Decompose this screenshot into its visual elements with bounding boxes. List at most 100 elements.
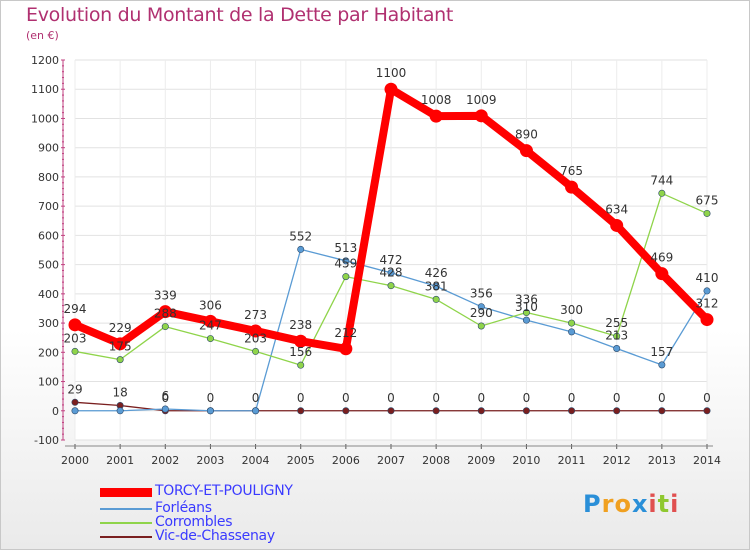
data-point <box>522 309 530 317</box>
data-point <box>71 398 79 406</box>
data-point <box>249 324 263 338</box>
y-tick-label: 300 <box>38 317 59 330</box>
data-point <box>703 209 711 217</box>
legend-label-torcy: TORCY-ET-POULIGNY <box>155 483 293 499</box>
data-point <box>387 282 395 290</box>
logo-letter: P <box>583 490 602 518</box>
data-point <box>342 257 350 265</box>
data-label: 0 <box>387 391 395 405</box>
y-tick-label: 1100 <box>31 83 59 96</box>
data-point <box>68 318 82 332</box>
data-label: 203 <box>64 331 87 345</box>
legend-label-forleans: Forléans <box>155 500 212 516</box>
data-label: 290 <box>470 306 493 320</box>
data-point <box>613 345 621 353</box>
data-point <box>71 407 79 415</box>
data-point <box>297 245 305 253</box>
data-label: 426 <box>425 266 448 280</box>
data-label: 203 <box>244 331 267 345</box>
data-label: 339 <box>154 289 177 303</box>
x-tick-label: 2009 <box>467 454 495 467</box>
data-point <box>565 180 579 194</box>
data-label: 0 <box>658 391 666 405</box>
data-point <box>700 313 714 327</box>
data-label: 312 <box>696 297 719 311</box>
data-label: 175 <box>109 340 132 354</box>
data-label: 890 <box>515 128 538 142</box>
data-label: 294 <box>64 302 87 316</box>
data-point <box>477 303 485 311</box>
data-point <box>294 334 308 348</box>
data-point <box>522 316 530 324</box>
data-point <box>474 109 488 123</box>
data-label: 6 <box>161 389 169 403</box>
data-label: 18 <box>113 386 128 400</box>
y-tick-label: 800 <box>38 171 59 184</box>
data-point <box>387 269 395 277</box>
data-point <box>342 407 350 415</box>
x-tick-label: 2010 <box>512 454 540 467</box>
data-label: 288 <box>154 307 177 321</box>
data-point <box>297 361 305 369</box>
data-label: 356 <box>470 287 493 301</box>
logo-letter: t <box>657 490 671 518</box>
logo-letter: i <box>670 490 680 518</box>
data-point <box>113 337 127 351</box>
data-label: 229 <box>109 321 132 335</box>
data-label: 469 <box>650 251 673 265</box>
data-point <box>116 407 124 415</box>
legend-swatch-corrombles <box>100 522 152 524</box>
data-label: 472 <box>380 253 403 267</box>
data-point <box>477 322 485 330</box>
data-label: 675 <box>696 193 719 207</box>
data-label: 0 <box>703 391 711 405</box>
data-label: 212 <box>334 326 357 340</box>
proxiti-logo: Proxiti <box>583 490 679 518</box>
data-label: 552 <box>289 229 312 243</box>
data-point <box>432 407 440 415</box>
data-point <box>703 407 711 415</box>
data-point <box>519 144 533 158</box>
data-label: 306 <box>199 298 222 312</box>
data-label: 381 <box>425 279 448 293</box>
y-tick-label: 200 <box>38 346 59 359</box>
legend-swatch-torcy <box>100 488 152 497</box>
data-label: 0 <box>297 391 305 405</box>
data-label: 513 <box>334 241 357 255</box>
data-point <box>339 342 353 356</box>
x-tick-label: 2002 <box>151 454 179 467</box>
data-point <box>116 356 124 364</box>
data-point <box>252 407 260 415</box>
x-tick-label: 2011 <box>558 454 586 467</box>
data-point <box>613 407 621 415</box>
y-tick-label: 1000 <box>31 112 59 125</box>
data-point <box>432 295 440 303</box>
legend-label-vic: Vic-de-Chassenay <box>155 528 275 544</box>
data-label: 0 <box>613 391 621 405</box>
data-point <box>158 305 172 319</box>
x-tick-label: 2000 <box>61 454 89 467</box>
data-point <box>429 109 443 123</box>
data-label: 29 <box>67 382 82 396</box>
legend-swatch-vic <box>100 536 152 538</box>
data-point <box>658 407 666 415</box>
data-label: 157 <box>650 345 673 359</box>
data-point <box>610 218 624 232</box>
x-tick-label: 2014 <box>693 454 721 467</box>
data-label: 459 <box>334 257 357 271</box>
x-tick-label: 2003 <box>196 454 224 467</box>
x-tick-label: 2012 <box>603 454 631 467</box>
x-tick-label: 2006 <box>332 454 360 467</box>
x-tick-label: 2013 <box>648 454 676 467</box>
data-label: 213 <box>605 329 628 343</box>
x-tick-label: 2004 <box>242 454 270 467</box>
logo-letter: i <box>648 490 658 518</box>
data-point <box>384 82 398 96</box>
data-point <box>658 189 666 197</box>
data-point <box>71 347 79 355</box>
x-tick-label: 2005 <box>287 454 315 467</box>
data-point <box>206 407 214 415</box>
data-point <box>655 267 669 281</box>
data-label: 0 <box>161 391 169 405</box>
